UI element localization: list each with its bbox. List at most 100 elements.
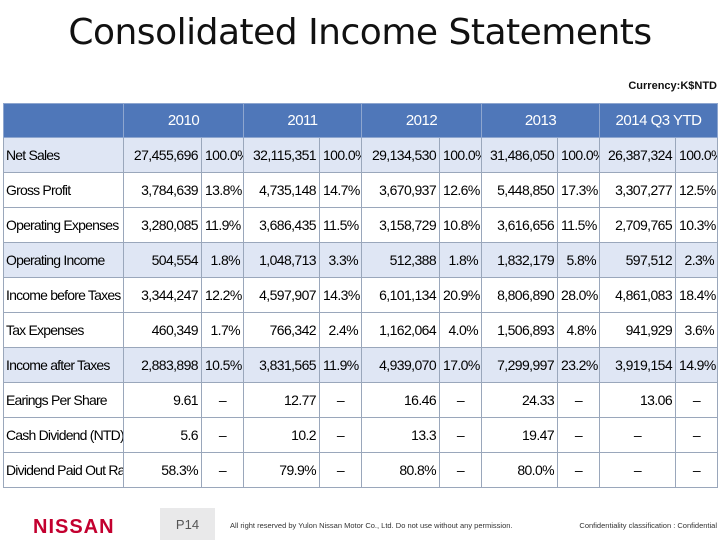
row-label: Net Sales xyxy=(3,137,124,173)
table-row: Operating Expenses 3,280,085 11.9% 3,686,43… xyxy=(3,207,719,243)
percent-cell: 10.8% xyxy=(439,207,483,243)
value-cell: 4,735,148 xyxy=(243,172,320,208)
value-cell: 80.8% xyxy=(361,452,441,488)
percent-cell: – xyxy=(675,382,719,418)
value-cell: – xyxy=(599,417,677,453)
percent-cell: 17.3% xyxy=(557,172,601,208)
percent-cell: 100.0% xyxy=(439,137,483,173)
percent-cell: 20.9% xyxy=(439,277,483,313)
percent-cell: 1.8% xyxy=(201,242,244,278)
nissan-logo: NISSAN xyxy=(33,516,115,538)
row-label: Dividend Paid Out Ratio xyxy=(3,452,124,488)
value-cell: 3,280,085 xyxy=(123,207,202,243)
value-cell: 504,554 xyxy=(123,242,202,278)
value-cell: 24.33 xyxy=(481,382,559,418)
row-label: Income before Taxes xyxy=(3,277,124,313)
percent-cell: – xyxy=(201,452,244,488)
value-cell: 4,597,907 xyxy=(243,277,320,313)
percent-cell: 100.0% xyxy=(318,137,363,173)
value-cell: 512,388 xyxy=(361,242,441,278)
percent-cell: 18.4% xyxy=(675,277,719,313)
percent-cell: 10.5% xyxy=(201,347,244,383)
value-cell: 3,919,154 xyxy=(599,347,677,383)
value-cell: 26,387,324 xyxy=(599,137,677,173)
value-cell: 766,342 xyxy=(243,312,320,348)
percent-cell: – xyxy=(318,382,363,418)
percent-cell: 28.0% xyxy=(557,277,601,313)
confidentiality-notice: Confidentiality classification : Confide… xyxy=(579,521,717,530)
value-cell: 3,344,247 xyxy=(123,277,202,313)
percent-cell: 11.9% xyxy=(318,347,363,383)
value-cell: 7,299,997 xyxy=(481,347,559,383)
percent-cell: – xyxy=(439,382,483,418)
percent-cell: 1.8% xyxy=(439,242,483,278)
value-cell: 13.3 xyxy=(361,417,441,453)
percent-cell: 3.6% xyxy=(675,312,719,348)
percent-cell: 12.2% xyxy=(201,277,244,313)
table-row: Income after Taxes 2,883,898 10.5% 3,831,56… xyxy=(3,347,719,383)
percent-cell: 14.3% xyxy=(318,277,363,313)
page-number: P14 xyxy=(160,508,215,540)
value-cell: 1,506,893 xyxy=(481,312,559,348)
value-cell: 10.2 xyxy=(243,417,320,453)
row-label: Earings Per Share xyxy=(3,382,124,418)
percent-cell: – xyxy=(318,417,363,453)
percent-cell: – xyxy=(201,382,244,418)
percent-cell: 4.0% xyxy=(439,312,483,348)
value-cell: 32,115,351 xyxy=(243,137,320,173)
table-row: Net Sales27,455,696100.0%32,115,351100.0… xyxy=(3,137,719,173)
percent-cell: – xyxy=(675,452,719,488)
value-cell: 13.06 xyxy=(599,382,677,418)
value-cell: 58.3% xyxy=(123,452,202,488)
value-cell: 19.47 xyxy=(481,417,559,453)
value-cell: 941,929 xyxy=(599,312,677,348)
percent-cell: 14.7% xyxy=(318,172,363,208)
value-cell: 1,832,179 xyxy=(481,242,559,278)
percent-cell: 13.8% xyxy=(201,172,244,208)
table-row: Operating Income 504,554 1.8% 1,048,713 3.3%… xyxy=(3,242,719,278)
percent-cell: 2.4% xyxy=(318,312,363,348)
table-row: Tax Expenses 460,349 1.7% 766,342 2.4% 1,162,… xyxy=(3,312,719,348)
value-cell: 12.77 xyxy=(243,382,320,418)
table-row: Dividend Paid Out Ratio58.3%–79.9%–80.8%… xyxy=(3,452,719,488)
percent-cell: 14.9% xyxy=(675,347,719,383)
value-cell: 80.0% xyxy=(481,452,559,488)
value-cell: 4,861,083 xyxy=(599,277,677,313)
row-label: Operating Income xyxy=(3,242,124,278)
header-blank xyxy=(3,103,124,138)
value-cell: – xyxy=(599,452,677,488)
percent-cell: 3.3% xyxy=(318,242,363,278)
table-row: Income before Taxes 3,344,247 12.2% 4,597,9… xyxy=(3,277,719,313)
value-cell: 31,486,050 xyxy=(481,137,559,173)
year-header: 2014 Q3 YTD xyxy=(599,103,719,138)
row-label: Operating Expenses xyxy=(3,207,124,243)
footer: NISSAN P14 All right reserved by Yulon N… xyxy=(0,508,720,540)
percent-cell: 100.0% xyxy=(201,137,244,173)
value-cell: 460,349 xyxy=(123,312,202,348)
value-cell: 3,784,639 xyxy=(123,172,202,208)
value-cell: 1,048,713 xyxy=(243,242,320,278)
percent-cell: 12.5% xyxy=(675,172,719,208)
percent-cell: 23.2% xyxy=(557,347,601,383)
table-row: Gross Profit 3,784,639 13.8% 4,735,148 14.7%… xyxy=(3,172,719,208)
value-cell: 16.46 xyxy=(361,382,441,418)
value-cell: 8,806,890 xyxy=(481,277,559,313)
value-cell: 29,134,530 xyxy=(361,137,441,173)
table-row: Earings Per Share 9.61–12.77–16.46–24.33–… xyxy=(3,382,719,418)
percent-cell: – xyxy=(201,417,244,453)
percent-cell: 12.6% xyxy=(439,172,483,208)
page-title: Consolidated Income Statements xyxy=(68,12,652,53)
row-label: Tax Expenses xyxy=(3,312,124,348)
value-cell: 3,670,937 xyxy=(361,172,441,208)
percent-cell: – xyxy=(675,417,719,453)
value-cell: 1,162,064 xyxy=(361,312,441,348)
value-cell: 597,512 xyxy=(599,242,677,278)
value-cell: 6,101,134 xyxy=(361,277,441,313)
percent-cell: 5.8% xyxy=(557,242,601,278)
percent-cell: 11.5% xyxy=(318,207,363,243)
table-row: Cash Dividend (NTD) 5.6–10.2–13.3–19.47– –… xyxy=(3,417,719,453)
currency-note: Currency:K$NTD xyxy=(628,80,717,92)
percent-cell: 4.8% xyxy=(557,312,601,348)
row-label: Gross Profit xyxy=(3,172,124,208)
percent-cell: 1.7% xyxy=(201,312,244,348)
